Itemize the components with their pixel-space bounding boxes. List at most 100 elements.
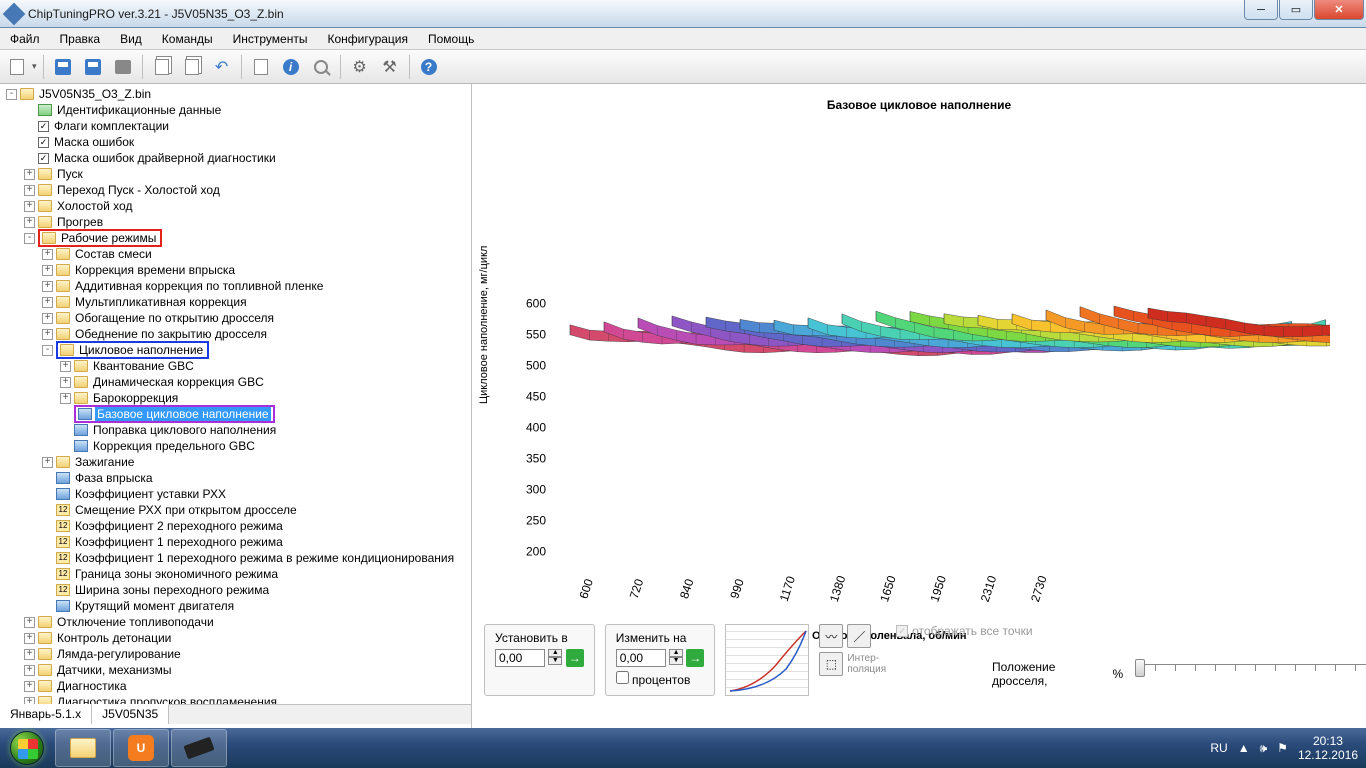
- tray-network-icon[interactable]: 🕪: [1260, 741, 1268, 756]
- tree-item[interactable]: +Контроль детонации: [0, 630, 471, 646]
- tree-item[interactable]: ✓Маска ошибок: [0, 134, 471, 150]
- tree-item[interactable]: +Диагностика: [0, 678, 471, 694]
- menu-help[interactable]: Помощь: [418, 29, 484, 49]
- menu-config[interactable]: Конфигурация: [317, 29, 418, 49]
- tree-item[interactable]: +Коррекция времени впрыска: [0, 262, 471, 278]
- settings2-button[interactable]: ⚒: [377, 54, 403, 80]
- task-explorer[interactable]: [55, 729, 111, 767]
- tree-item[interactable]: Поправка циклового наполнения: [0, 422, 471, 438]
- tree-item[interactable]: +Отключение топливоподачи: [0, 614, 471, 630]
- menu-tools[interactable]: Инструменты: [223, 29, 318, 49]
- tree-item[interactable]: Коэффициент уставки РХХ: [0, 486, 471, 502]
- tree-item[interactable]: +Состав смеси: [0, 246, 471, 262]
- undo-button[interactable]: ↶: [209, 54, 235, 80]
- close-button[interactable]: ✕: [1314, 0, 1364, 20]
- undo-icon: ↶: [215, 57, 228, 77]
- tree-item[interactable]: Идентификационные данные: [0, 102, 471, 118]
- new-doc-button[interactable]: [4, 54, 30, 80]
- lang-indicator[interactable]: RU: [1210, 741, 1227, 755]
- svg-text:350: 350: [526, 452, 546, 466]
- tree-item[interactable]: Коррекция предельного GBC: [0, 438, 471, 454]
- tree-item[interactable]: +Лямда-регулирование: [0, 646, 471, 662]
- tray-flag-icon[interactable]: ▲: [1238, 741, 1250, 755]
- svg-text:990: 990: [727, 577, 747, 601]
- set-apply-button[interactable]: →: [566, 649, 584, 667]
- tree-item[interactable]: Базовое цикловое наполнение: [0, 406, 471, 422]
- clock[interactable]: 20:13 12.12.2016: [1298, 734, 1358, 763]
- percent-checkbox[interactable]: [616, 671, 629, 684]
- menu-edit[interactable]: Правка: [50, 29, 111, 49]
- search-button[interactable]: [308, 54, 334, 80]
- throttle-slider[interactable]: [1135, 664, 1366, 684]
- tree-item[interactable]: +Аддитивная коррекция по топливной пленк…: [0, 278, 471, 294]
- tree-item[interactable]: +Пуск: [0, 166, 471, 182]
- tree-item[interactable]: +Датчики, механизмы: [0, 662, 471, 678]
- interp-button[interactable]: ⬚: [819, 652, 843, 676]
- tool-icon: [254, 59, 268, 75]
- tree-item[interactable]: +Диагностика пропусков воспламенения: [0, 694, 471, 704]
- tree-item[interactable]: ✓Маска ошибок драйверной диагностики: [0, 150, 471, 166]
- tree-item[interactable]: 12Коэффициент 1 переходного режима: [0, 534, 471, 550]
- task-chiptuning[interactable]: [171, 729, 227, 767]
- mini-chart: [725, 624, 809, 696]
- copy-button[interactable]: [149, 54, 175, 80]
- start-button[interactable]: [0, 728, 54, 768]
- show-all-points: ✓отображать все точки: [896, 624, 1032, 638]
- tree-item[interactable]: +Динамическая коррекция GBC: [0, 374, 471, 390]
- tree-pane: -J5V05N35_O3_Z.binИдентификационные данн…: [0, 84, 472, 768]
- line-tool-button[interactable]: ／: [847, 624, 871, 648]
- print-button[interactable]: [110, 54, 136, 80]
- paste-button[interactable]: [179, 54, 205, 80]
- task-uc[interactable]: U: [113, 729, 169, 767]
- svg-text:500: 500: [526, 359, 546, 373]
- tree-tab-b[interactable]: J5V05N35: [92, 704, 169, 724]
- tree-item[interactable]: +Холостой ход: [0, 198, 471, 214]
- tree-item[interactable]: +Обогащение по открытию дросселя: [0, 310, 471, 326]
- tree-item[interactable]: -Цикловое наполнение: [0, 342, 471, 358]
- save-all-button[interactable]: [80, 54, 106, 80]
- tree-item[interactable]: +Прогрев: [0, 214, 471, 230]
- tree-tab-a[interactable]: Январь-5.1.x: [0, 704, 92, 724]
- interp-label: Интер- поляция: [847, 653, 886, 675]
- tool1-button[interactable]: [248, 54, 274, 80]
- change-input[interactable]: [616, 649, 666, 667]
- tree-item[interactable]: +Обеднение по закрытию дросселя: [0, 326, 471, 342]
- tree-item[interactable]: Фаза впрыска: [0, 470, 471, 486]
- curve-tool-button[interactable]: 〰: [819, 624, 843, 648]
- tree-item[interactable]: +Зажигание: [0, 454, 471, 470]
- tree-item[interactable]: +Переход Пуск - Холостой ход: [0, 182, 471, 198]
- settings-button[interactable]: ⚙: [347, 54, 373, 80]
- tree-item[interactable]: +Квантование GBC: [0, 358, 471, 374]
- info-button[interactable]: i: [278, 54, 304, 80]
- menu-view[interactable]: Вид: [110, 29, 152, 49]
- tree-item[interactable]: ✓Флаги комплектации: [0, 118, 471, 134]
- set-stepper[interactable]: ▲▼: [548, 649, 562, 665]
- menu-commands[interactable]: Команды: [152, 29, 223, 49]
- svg-text:1950: 1950: [927, 574, 949, 604]
- tree-item[interactable]: -Рабочие режимы: [0, 230, 471, 246]
- tree-item[interactable]: 12Коэффициент 2 переходного режима: [0, 518, 471, 534]
- tree-item[interactable]: 12Граница зоны экономичного режима: [0, 566, 471, 582]
- tree[interactable]: -J5V05N35_O3_Z.binИдентификационные данн…: [0, 84, 471, 704]
- set-input[interactable]: [495, 649, 545, 667]
- maximize-button[interactable]: ▭: [1279, 0, 1313, 20]
- tree-item[interactable]: 12Смещение РХХ при открытом дросселе: [0, 502, 471, 518]
- change-stepper[interactable]: ▲▼: [669, 649, 683, 665]
- bottom-controls: Установить в ▲▼ → Изменить на ▲▼ → проце…: [484, 624, 1033, 696]
- tree-item[interactable]: Крутящий момент двигателя: [0, 598, 471, 614]
- svg-text:1650: 1650: [877, 574, 899, 604]
- help-button[interactable]: ?: [416, 54, 442, 80]
- tray-action-icon[interactable]: ⚑: [1277, 741, 1288, 755]
- menu-file[interactable]: Файл: [0, 29, 50, 49]
- minimize-button[interactable]: ─: [1244, 0, 1278, 20]
- change-apply-button[interactable]: →: [686, 649, 704, 667]
- tree-item[interactable]: +Мультипликативная коррекция: [0, 294, 471, 310]
- tree-item[interactable]: 12Коэффициент 1 переходного режима в реж…: [0, 550, 471, 566]
- slider-thumb[interactable]: [1135, 659, 1145, 677]
- copy-icon: [155, 59, 169, 75]
- tree-tabs: Январь-5.1.x J5V05N35: [0, 704, 471, 724]
- save-button[interactable]: [50, 54, 76, 80]
- tree-item[interactable]: +Барокоррекция: [0, 390, 471, 406]
- tree-item[interactable]: 12Ширина зоны переходного режима: [0, 582, 471, 598]
- chart-3d-surface[interactable]: 6005505004504003503002502006007208409901…: [510, 168, 1330, 628]
